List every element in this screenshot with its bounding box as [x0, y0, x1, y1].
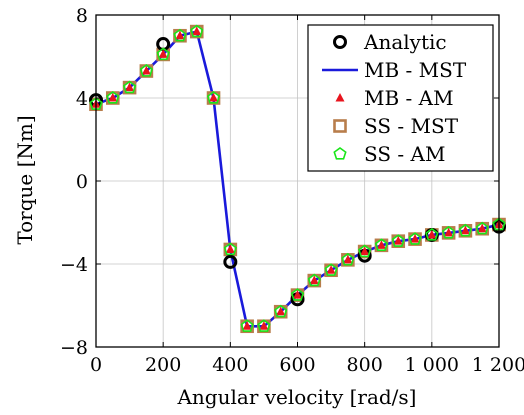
x-tick-label: 800 — [347, 354, 383, 376]
legend-label-mb-am: MB - AM — [364, 86, 454, 110]
legend: Analytic MB - MST MB - AM SS - MST SS - AM — [308, 25, 493, 171]
y-tick-label: 0 — [76, 171, 88, 193]
legend-label-ss-am: SS - AM — [364, 142, 445, 166]
x-tick-label: 1 000 — [405, 354, 459, 376]
x-tick-label: 0 — [90, 354, 102, 376]
legend-label-analytic: Analytic — [363, 30, 447, 54]
y-tick-label: −8 — [60, 337, 88, 359]
legend-label-mb-mst: MB - MST — [364, 58, 467, 82]
x-tick-label: 1 200 — [472, 354, 524, 376]
y-tick-label: −4 — [60, 254, 88, 276]
y-tick-label: 8 — [76, 5, 88, 27]
x-tick-label: 600 — [279, 354, 315, 376]
x-tick-label: 400 — [212, 354, 248, 376]
x-tick-label: 200 — [145, 354, 181, 376]
x-axis-label: Angular velocity [rad/s] — [176, 385, 416, 409]
legend-label-ss-mst: SS - MST — [364, 114, 459, 138]
y-tick-label: 4 — [76, 88, 88, 110]
y-axis-label: Torque [Nm] — [13, 115, 37, 244]
